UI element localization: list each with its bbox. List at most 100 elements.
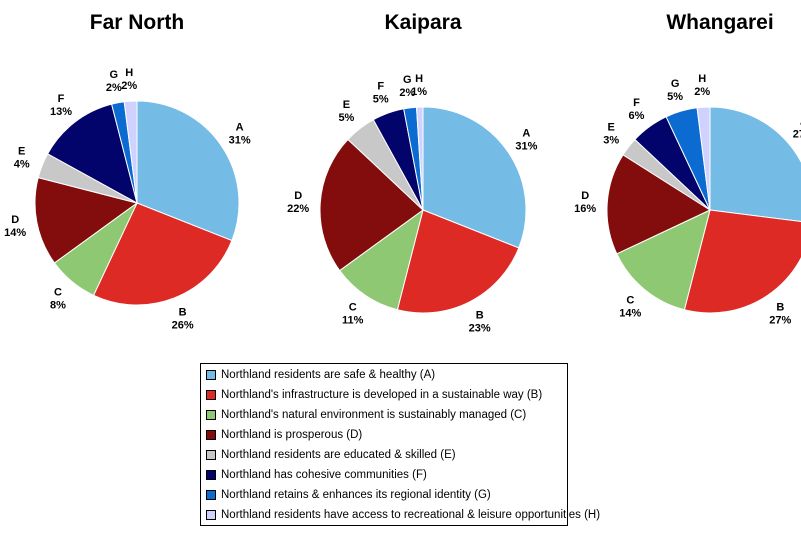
- pie-slice-b: [396, 209, 520, 314]
- slice-label-h: H 1%: [411, 73, 427, 98]
- slice-label-h: H 2%: [121, 67, 137, 92]
- slice-label-a: A 31%: [229, 121, 251, 146]
- pie-slice-b: [92, 202, 233, 306]
- slice-label-a: A 31%: [515, 128, 537, 153]
- pie-chart-2: Kaipara A 31% B 23% C 11% D 22% E 5% F 5% G 2%H 1%: [287, 11, 537, 334]
- slice-percent: 2%: [121, 80, 137, 92]
- legend-swatch: [206, 490, 216, 500]
- pie-slice-a: [709, 106, 801, 223]
- slice-percent: 6%: [629, 110, 645, 122]
- pie-slice-d: [34, 177, 139, 264]
- pie-chart-3: WhangareiA27%B27%C14%D16%E3%F6%G5%H2%: [574, 11, 801, 326]
- slice-percent: 3%: [603, 134, 619, 146]
- slice-percent: 31%: [515, 141, 537, 153]
- slice-percent: 26%: [172, 319, 194, 331]
- slice-letter: B: [776, 301, 784, 313]
- legend-swatch: [206, 410, 216, 420]
- slice-percent: 27%: [793, 128, 801, 140]
- slice-percent: 8%: [50, 300, 66, 312]
- legend-label: Northland residents have access to recre…: [221, 509, 601, 521]
- legend-label: Northland is prosperous (D): [221, 429, 363, 441]
- legend-label: Northland has cohesive communities (F): [221, 469, 427, 481]
- slice-letter: A: [236, 121, 244, 133]
- slice-label-c: C 11%: [342, 301, 364, 326]
- legend-swatch: [206, 370, 216, 380]
- slice-percent: 31%: [229, 134, 251, 146]
- pie-slice-c: [338, 208, 424, 311]
- slice-percent: 11%: [342, 314, 364, 326]
- legend-label: Northland residents are educated & skill…: [221, 449, 456, 461]
- slice-label-b: B 23%: [469, 309, 491, 334]
- legend-swatch: [206, 390, 216, 400]
- slice-letter: D: [294, 190, 302, 202]
- slice-percent: 5%: [667, 91, 683, 103]
- slice-letter: C: [349, 301, 357, 313]
- slice-label-g: G 2%: [399, 74, 415, 99]
- slice-percent: 14%: [4, 227, 26, 239]
- slice-percent: 27%: [769, 314, 791, 326]
- pie-slice-h: [123, 100, 138, 204]
- pie-slice-a: [136, 100, 240, 242]
- slice-label-f: F 6%: [629, 97, 645, 122]
- legend-swatch: [206, 450, 216, 460]
- legend-label: Northland retains & enhances its regiona…: [221, 489, 491, 501]
- pie-slice-f: [46, 103, 138, 204]
- slice-letter: C: [626, 294, 634, 306]
- slice-percent: 2%: [106, 82, 122, 94]
- legend-swatch: [206, 470, 216, 480]
- slice-label-a: A27%: [793, 115, 801, 140]
- slice-letter: B: [476, 309, 484, 321]
- pie-slice-d: [606, 154, 712, 255]
- slice-letter: G: [110, 69, 119, 81]
- slice-percent: 16%: [574, 203, 596, 215]
- slice-percent: 22%: [287, 203, 309, 215]
- slice-label-e: E 4%: [14, 145, 30, 170]
- slice-letter: H: [125, 67, 133, 79]
- slice-letter: F: [377, 80, 384, 92]
- slice-letter: A: [800, 115, 801, 127]
- slice-percent: 5%: [373, 93, 389, 105]
- slice-letter: A: [522, 128, 530, 140]
- slice-letter: D: [11, 214, 19, 226]
- slice-letter: E: [343, 99, 350, 111]
- legend-label: Northland's infrastructure is developed …: [221, 389, 543, 401]
- slice-percent: 2%: [694, 86, 710, 98]
- slice-percent: 4%: [14, 158, 30, 170]
- slice-label-c: C 14%: [619, 294, 641, 319]
- pie-slice-d: [319, 138, 424, 272]
- legend-item-f: Northland has cohesive communities (F): [206, 467, 427, 483]
- legend-item-a: Northland residents are safe & healthy (…: [206, 367, 435, 383]
- slice-label-g: G 5%: [667, 78, 683, 103]
- slice-label-f: F 13%: [50, 93, 72, 118]
- slice-percent: 23%: [469, 322, 491, 334]
- slice-label-b: B 26%: [172, 306, 194, 331]
- slice-letter: G: [671, 78, 680, 90]
- legend-swatch: [206, 510, 216, 520]
- pie-chart-1: Far North A 31% B 26% C 8% D 14% E 4% F 13% G 2%H 2%: [4, 11, 251, 331]
- slice-letter: D: [581, 190, 589, 202]
- slice-percent: 2%: [399, 87, 415, 99]
- slice-letter: C: [54, 287, 62, 299]
- slice-label-e: E 5%: [338, 99, 354, 124]
- legend-swatch: [206, 430, 216, 440]
- slice-letter: H: [415, 73, 423, 85]
- slice-letter: E: [608, 121, 615, 133]
- slice-label-d: D 22%: [287, 190, 309, 215]
- slice-percent: 1%: [411, 86, 427, 98]
- slice-label-e: E 3%: [603, 121, 619, 146]
- slice-letter: E: [18, 145, 25, 157]
- legend-item-c: Northland's natural environment is susta…: [206, 407, 526, 423]
- pie-title: Whangarei: [666, 11, 773, 34]
- pie-slice-h: [415, 106, 424, 211]
- pie-slice-h: [696, 106, 711, 211]
- legend-item-b: Northland's infrastructure is developed …: [206, 387, 542, 403]
- slice-label-d: D 16%: [574, 190, 596, 215]
- slice-letter: F: [633, 97, 640, 109]
- slice-label-b: B 27%: [769, 301, 791, 326]
- pie-slice-b: [683, 209, 801, 314]
- pie-title: Far North: [90, 11, 185, 34]
- slice-letter: F: [58, 93, 65, 105]
- pie-title: Kaipara: [384, 11, 461, 34]
